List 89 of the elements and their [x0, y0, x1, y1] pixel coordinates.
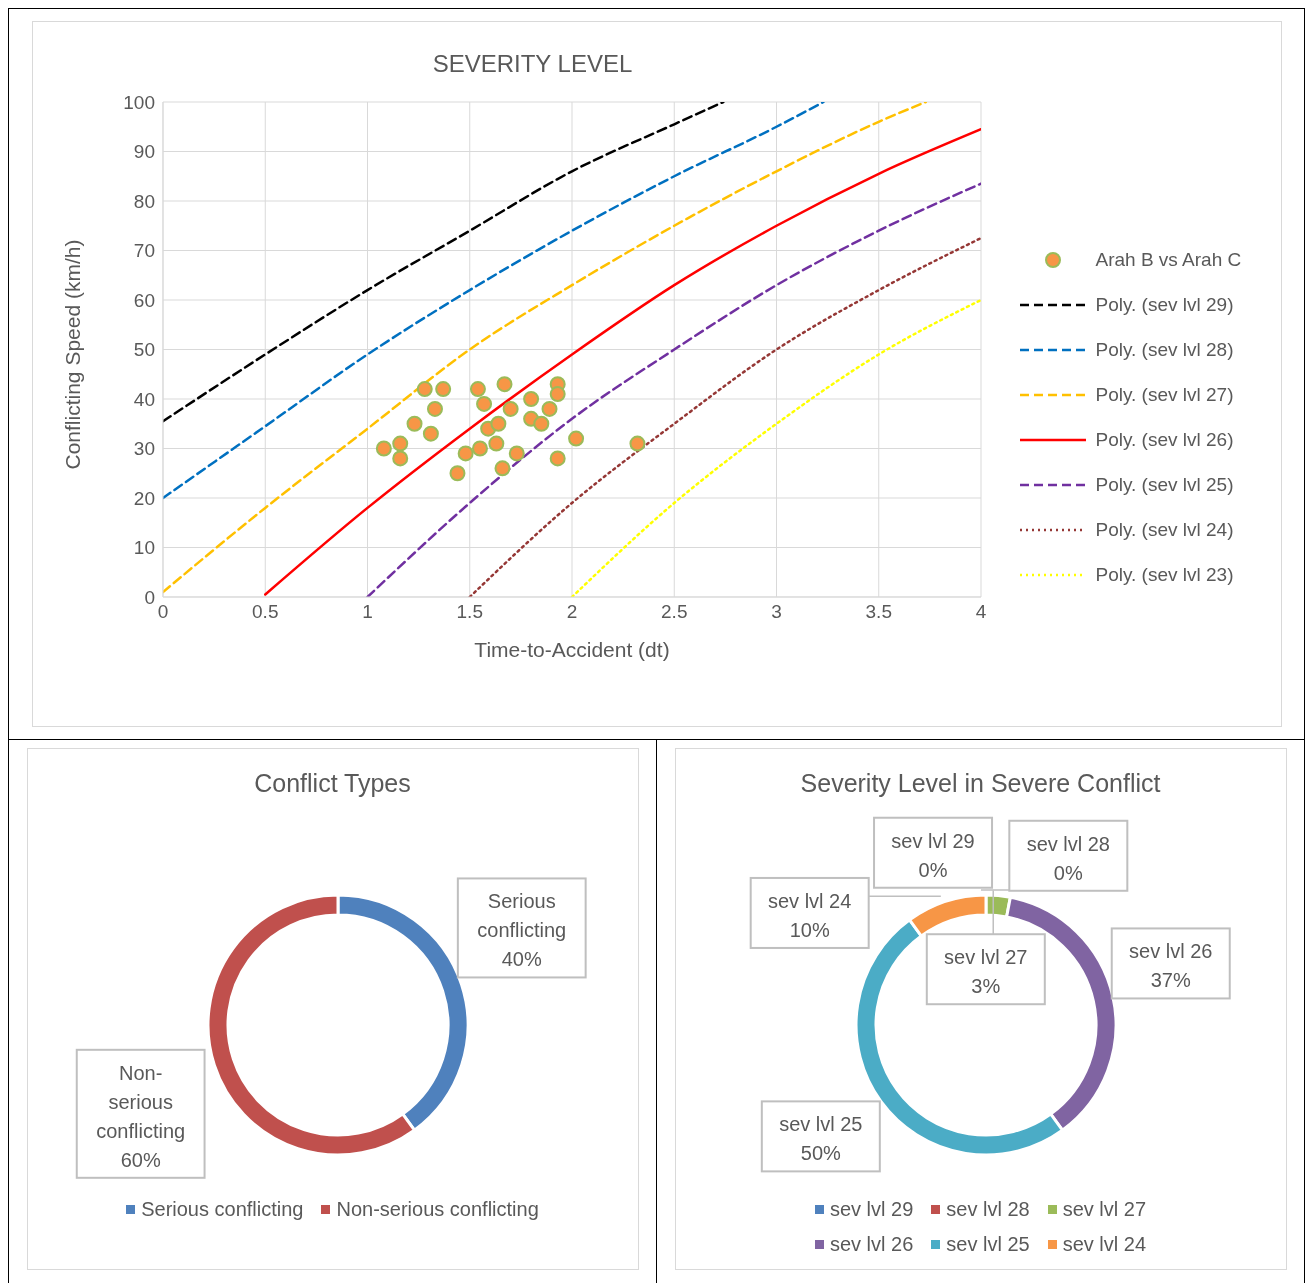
legend-label: Poly. (sev lvl 23) [1095, 563, 1234, 586]
y-tick-label: 10 [133, 537, 155, 559]
point [567, 430, 584, 447]
y-tick-label: 20 [133, 487, 155, 509]
data-label: 40% [501, 948, 542, 971]
x-tick-label: 2.5 [660, 601, 687, 623]
x-tick-label: 4 [975, 601, 987, 623]
x-tick-label: 3.5 [865, 601, 892, 623]
x-tick-label: 1.5 [456, 601, 483, 623]
legend-label: Serious conflicting [140, 1198, 304, 1221]
line-series [468, 236, 981, 597]
y-tick-label: 90 [133, 141, 155, 163]
x-tick-label: 1 [361, 601, 373, 623]
line-series [263, 127, 981, 596]
chart-title: Conflict Types [253, 769, 412, 798]
line-series [570, 298, 981, 597]
legend-label: sev lvl 28 [945, 1198, 1030, 1221]
chart-title: Severity Level in Severe Conflict [799, 769, 1162, 798]
legend-label: sev lvl 26 [828, 1233, 914, 1256]
y-tick-label: 30 [133, 438, 155, 460]
y-tick-label: 100 [122, 91, 155, 113]
data-label: 60% [120, 1148, 161, 1171]
y-tick-label: 40 [133, 388, 155, 410]
y-tick-label: 0 [143, 586, 155, 608]
legend-label: Poly. (sev lvl 26) [1095, 428, 1234, 451]
x-tick-label: 2 [566, 601, 577, 623]
slice-label: Serious conflicting [476, 890, 566, 942]
data-label: 10% [789, 918, 830, 941]
point [549, 450, 566, 467]
slice-label: Non-serious conflicting [95, 1061, 185, 1142]
text: 0% [918, 858, 947, 881]
legend-label: Poly. (sev lvl 28) [1095, 338, 1234, 361]
point [489, 415, 506, 432]
y-tick-label: 60 [133, 289, 155, 311]
point [375, 440, 392, 457]
slice-label: sev lvl 26 [1128, 940, 1212, 963]
legend-label: Poly. (sev lvl 25) [1095, 473, 1234, 496]
line-series [162, 102, 825, 500]
x-tick-label: 3 [770, 601, 782, 623]
legend-label: sev lvl 24 [1061, 1233, 1147, 1256]
point [422, 425, 439, 442]
y-axis-title: Conflicting Speed (km/h) [60, 239, 84, 470]
slice-label: sev lvl 25 [778, 1113, 862, 1136]
point [471, 440, 488, 457]
data-label: 50% [800, 1142, 841, 1165]
point [549, 386, 566, 403]
legend-label: sev lvl 29 [828, 1198, 914, 1221]
point [469, 381, 486, 398]
x-axis-title: Time-to-Accident (dt) [473, 638, 670, 661]
point [522, 391, 539, 407]
legend-label: sev lvl 25 [945, 1233, 1030, 1256]
point [502, 400, 519, 417]
point [426, 400, 443, 417]
legend-label: Poly. (sev lvl 29) [1095, 293, 1234, 316]
category-label: sev lvl 29 [890, 829, 975, 852]
point [532, 415, 549, 432]
text: 0% [1053, 861, 1083, 884]
point [628, 435, 645, 452]
point [457, 445, 474, 462]
x-tick-label: 0.5 [251, 601, 278, 623]
point [493, 460, 510, 477]
point [416, 381, 433, 398]
data-label: 37% [1150, 969, 1191, 992]
y-tick-label: 50 [133, 339, 155, 361]
point [406, 415, 423, 432]
point [541, 400, 558, 417]
line-series [162, 102, 927, 594]
point [391, 435, 408, 452]
chart-title: SEVERITY LEVEL [431, 50, 634, 78]
point [434, 381, 451, 398]
point [508, 445, 525, 462]
point [487, 435, 504, 452]
legend-label: Poly. (sev lvl 24) [1095, 518, 1234, 541]
category-label: sev lvl 28 [1026, 832, 1110, 855]
point [391, 450, 408, 467]
data-label: 3% [970, 975, 1000, 998]
slice-label: sev lvl 27 [943, 946, 1027, 969]
legend-label: Non-serious conflicting [335, 1198, 539, 1221]
point [496, 376, 513, 393]
legend-label: Poly. (sev lvl 27) [1095, 383, 1234, 406]
point [475, 395, 492, 412]
point [448, 465, 465, 482]
line-series [365, 182, 981, 597]
y-tick-label: 80 [133, 190, 155, 212]
legend-label: Arah B vs Arah C [1095, 248, 1242, 271]
line-series [162, 102, 725, 423]
y-tick-label: 70 [133, 240, 155, 262]
slice-label: sev lvl 24 [767, 889, 851, 912]
legend-label: sev lvl 27 [1061, 1198, 1147, 1221]
